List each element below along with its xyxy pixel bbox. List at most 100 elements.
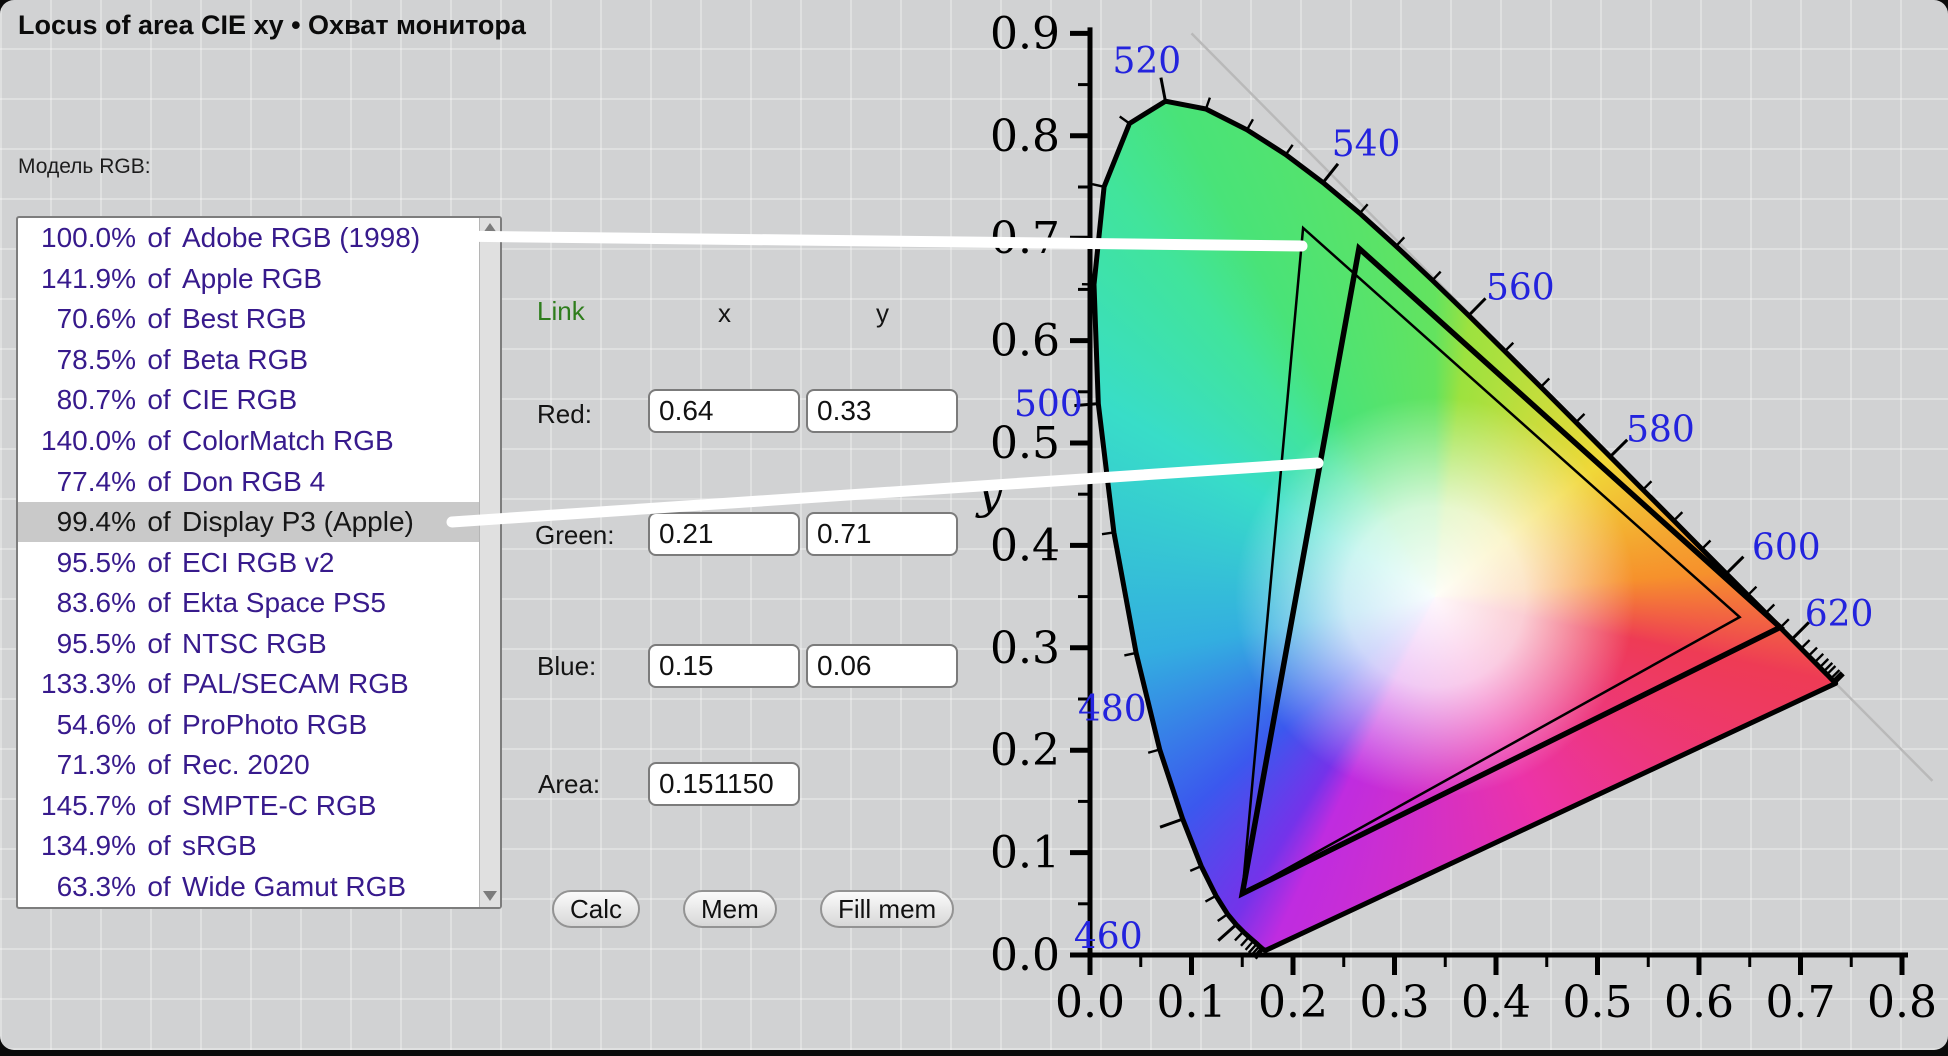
model-list-item[interactable]: 83.6% of Ekta Space PS5 bbox=[18, 583, 480, 624]
column-header-y: y bbox=[876, 298, 889, 328]
svg-text:0.8: 0.8 bbox=[990, 111, 1060, 162]
red-x-field[interactable] bbox=[648, 389, 800, 433]
model-item-name: Beta RGB bbox=[182, 343, 309, 375]
blue-y-field[interactable] bbox=[806, 644, 958, 688]
scroll-down-icon[interactable] bbox=[480, 885, 500, 907]
model-list-item[interactable]: 95.5% of NTSC RGB bbox=[18, 623, 480, 664]
svg-text:560: 560 bbox=[1486, 267, 1555, 308]
fill-mem-button[interactable]: Fill mem bbox=[820, 890, 955, 928]
model-item-name: Wide Gamut RGB bbox=[182, 871, 407, 903]
blue-x-field[interactable] bbox=[648, 644, 800, 688]
svg-text:0.1: 0.1 bbox=[1157, 977, 1227, 1028]
model-item-of: of bbox=[147, 546, 171, 578]
red-y-field[interactable] bbox=[806, 389, 958, 433]
model-item-pct: 63.3% bbox=[56, 871, 136, 903]
model-item-pct: 70.6% bbox=[56, 303, 136, 335]
model-item-of: of bbox=[147, 262, 171, 294]
model-item-of: of bbox=[147, 384, 171, 416]
model-item-of: of bbox=[147, 708, 171, 740]
model-list-item[interactable]: 133.3% of PAL/SECAM RGB bbox=[18, 664, 480, 705]
svg-text:580: 580 bbox=[1626, 410, 1695, 451]
column-header-x: x bbox=[718, 298, 731, 328]
model-item-pct: 80.7% bbox=[56, 384, 136, 416]
rgb-model-listbox[interactable]: 100.0% of Adobe RGB (1998) 141.9% of Apple RG… bbox=[16, 216, 502, 909]
model-item-of: of bbox=[147, 871, 171, 903]
svg-text:0.7: 0.7 bbox=[990, 213, 1060, 264]
rgb-model-rows: 100.0% of Adobe RGB (1998) 141.9% of Apple RG… bbox=[18, 218, 480, 907]
page-title: Locus of area CIE xy • Охват монитора bbox=[18, 10, 526, 40]
model-item-pct: 140.0% bbox=[41, 425, 136, 456]
model-item-of: of bbox=[147, 668, 171, 700]
model-list-item[interactable]: 80.7% of CIE RGB bbox=[18, 380, 480, 421]
red-label: Red: bbox=[537, 399, 592, 429]
calc-button[interactable]: Calc bbox=[552, 890, 641, 928]
svg-text:520: 520 bbox=[1112, 41, 1181, 82]
cie-chromaticity-diagram: 0.0 0.1 0.2 0.3 0.4 0.5 0.6 0.7 0.8 0.0 0.1 0.2 0.3 0… bbox=[780, 0, 1948, 1050]
model-item-pct: 141.9% bbox=[41, 262, 136, 294]
model-item-of: of bbox=[147, 506, 171, 538]
model-item-pct: 95.5% bbox=[56, 627, 136, 659]
model-item-name: Ekta Space PS5 bbox=[182, 587, 386, 619]
model-item-of: of bbox=[147, 627, 171, 659]
model-item-of: of bbox=[147, 343, 171, 375]
model-item-of: of bbox=[147, 749, 171, 781]
svg-text:0.7: 0.7 bbox=[1766, 977, 1836, 1028]
svg-text:0.0: 0.0 bbox=[990, 930, 1060, 981]
svg-text:0.2: 0.2 bbox=[990, 725, 1060, 776]
model-list-item[interactable]: 78.5% of Beta RGB bbox=[18, 340, 480, 381]
model-list-item[interactable]: 100.0% of Adobe RGB (1998) bbox=[18, 218, 480, 259]
model-item-name: PAL/SECAM RGB bbox=[182, 668, 409, 700]
model-list-label: Модель RGB: bbox=[18, 155, 151, 178]
model-item-name: Rec. 2020 bbox=[182, 749, 310, 781]
listbox-scrollbar[interactable] bbox=[479, 218, 500, 907]
model-list-item[interactable]: 99.4% of Display P3 (Apple) bbox=[18, 501, 480, 543]
model-item-name: Don RGB 4 bbox=[182, 465, 326, 497]
model-list-item[interactable]: 71.3% of Rec. 2020 bbox=[18, 745, 480, 786]
model-item-name: ProPhoto RGB bbox=[182, 708, 368, 740]
model-list-item[interactable]: 134.9% of sRGB bbox=[18, 826, 480, 867]
model-list-item[interactable]: 70.6% of Best RGB bbox=[18, 299, 480, 340]
svg-text:y: y bbox=[975, 465, 1004, 519]
model-item-name: Apple RGB bbox=[182, 262, 323, 294]
svg-text:0.4: 0.4 bbox=[1461, 977, 1531, 1028]
model-item-of: of bbox=[147, 222, 171, 254]
model-item-name: NTSC RGB bbox=[182, 627, 327, 659]
svg-text:0.5: 0.5 bbox=[1563, 977, 1633, 1028]
model-list-item[interactable]: 63.3% of Wide Gamut RGB bbox=[18, 867, 480, 907]
area-label: Area: bbox=[538, 769, 601, 799]
model-list-item[interactable]: 77.4% of Don RGB 4 bbox=[18, 461, 480, 502]
model-item-name: SMPTE-C RGB bbox=[182, 789, 377, 821]
model-list-item[interactable]: 141.9% of Apple RGB bbox=[18, 259, 480, 300]
model-item-pct: 100.0% bbox=[41, 222, 136, 254]
model-item-pct: 77.4% bbox=[56, 465, 136, 497]
model-item-of: of bbox=[147, 303, 171, 335]
green-label: Green: bbox=[535, 520, 615, 550]
model-list-item[interactable]: 54.6% of ProPhoto RGB bbox=[18, 705, 480, 746]
svg-text:0.8: 0.8 bbox=[1867, 977, 1937, 1028]
svg-text:460: 460 bbox=[1074, 917, 1143, 958]
svg-text:540: 540 bbox=[1332, 124, 1401, 165]
model-item-name: Best RGB bbox=[182, 303, 307, 335]
svg-text:0.6: 0.6 bbox=[990, 316, 1060, 367]
model-list-item[interactable]: 95.5% of ECI RGB v2 bbox=[18, 542, 480, 583]
mem-button[interactable]: Mem bbox=[683, 890, 777, 928]
model-item-pct: 134.9% bbox=[41, 830, 136, 862]
model-item-pct: 78.5% bbox=[56, 343, 136, 375]
model-item-name: Display P3 (Apple) bbox=[182, 506, 414, 538]
model-item-pct: 133.3% bbox=[41, 668, 136, 700]
model-list-item[interactable]: 145.7% of SMPTE-C RGB bbox=[18, 786, 480, 827]
green-x-field[interactable] bbox=[648, 512, 800, 556]
svg-text:0.2: 0.2 bbox=[1258, 977, 1328, 1028]
model-item-name: ColorMatch RGB bbox=[182, 425, 394, 456]
model-item-name: sRGB bbox=[182, 830, 257, 862]
model-list-item[interactable]: 140.0% of ColorMatch RGB bbox=[18, 421, 480, 462]
svg-text:0.5: 0.5 bbox=[990, 418, 1060, 469]
model-item-name: Adobe RGB (1998) bbox=[182, 222, 421, 254]
svg-text:600: 600 bbox=[1752, 527, 1821, 568]
model-item-pct: 83.6% bbox=[56, 587, 136, 619]
scroll-up-icon[interactable] bbox=[480, 218, 500, 240]
link-label[interactable]: Link bbox=[537, 296, 585, 326]
area-field[interactable] bbox=[648, 762, 800, 806]
chart-axes-and-gamut-triangles: 0.0 0.1 0.2 0.3 0.4 0.5 0.6 0.7 0.8 0.0 0.1 0.2 0.3 0… bbox=[975, 8, 1937, 1050]
